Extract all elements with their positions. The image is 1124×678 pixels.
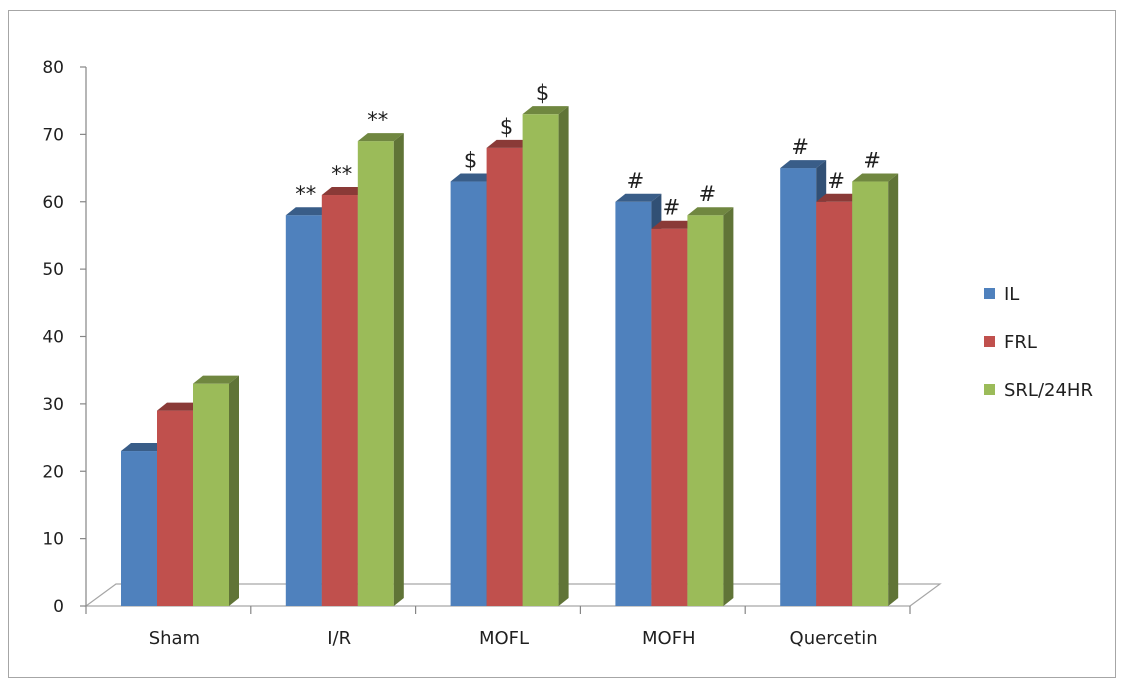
bar-front: [522, 114, 559, 606]
y-tick-label: 80: [42, 58, 64, 78]
bar-front: [450, 181, 487, 606]
bar-front: [852, 181, 889, 606]
bar-top: [486, 139, 533, 148]
y-tick-label: 70: [42, 125, 64, 145]
bar-top: [193, 375, 239, 384]
y-tick-label: 40: [42, 328, 64, 348]
bar-front: [651, 228, 688, 606]
bar-front: [615, 201, 652, 606]
significance-marker: #: [827, 169, 845, 193]
bar-top: [121, 443, 167, 452]
bar-top: [615, 193, 662, 202]
bar-side: [393, 133, 404, 607]
bar-front: [157, 410, 193, 606]
bar-top: [816, 193, 863, 202]
significance-marker: **: [295, 182, 316, 206]
bar-side: [723, 207, 734, 606]
significance-marker: **: [331, 162, 352, 186]
bar-front: [357, 141, 394, 607]
bar-top: [687, 207, 734, 216]
significance-marker: #: [699, 182, 717, 206]
bar-front: [780, 168, 817, 606]
bar-top: [157, 402, 203, 411]
x-category-label: Sham: [149, 628, 200, 649]
y-tick-label: 0: [53, 597, 64, 617]
significance-marker: #: [863, 149, 881, 173]
x-category-label: MOFL: [479, 628, 529, 649]
y-tick-label: 20: [42, 462, 64, 482]
significance-marker: $: [536, 81, 549, 105]
bar-side: [229, 375, 239, 606]
x-category-label: I/R: [327, 628, 351, 649]
bar-top: [852, 173, 899, 182]
legend-swatch: [984, 384, 995, 395]
y-tick-label: 30: [42, 395, 64, 415]
y-tick-label: 50: [42, 260, 64, 280]
bar-top: [522, 106, 569, 115]
significance-marker: #: [663, 196, 681, 220]
bar-top: [651, 220, 698, 229]
legend-label: FRL: [1004, 332, 1037, 353]
significance-marker: $: [464, 149, 477, 173]
bar-front: [687, 215, 724, 606]
bar-front: [486, 147, 523, 606]
legend-label: SRL/24HR: [1004, 380, 1093, 401]
bar-front: [193, 383, 229, 606]
significance-marker: #: [627, 169, 645, 193]
bar-top: [321, 187, 368, 196]
bar-top: [780, 160, 827, 169]
significance-marker: $: [500, 115, 513, 139]
bar-side: [558, 106, 569, 606]
bar-top: [285, 207, 332, 216]
legend-swatch: [984, 288, 995, 299]
bar-front: [285, 215, 322, 606]
legend-swatch: [984, 336, 995, 347]
bar-top: [357, 133, 404, 142]
significance-marker: #: [791, 135, 809, 159]
bar-front: [321, 195, 358, 606]
bar-front: [121, 451, 157, 606]
bar-front: [816, 201, 853, 606]
bar-top: [450, 173, 497, 182]
y-tick-label: 60: [42, 193, 64, 213]
y-tick-label: 10: [42, 530, 64, 550]
bar-side: [888, 173, 899, 606]
x-category-label: MOFH: [642, 628, 696, 649]
significance-marker: **: [367, 108, 388, 132]
legend-label: IL: [1004, 284, 1019, 305]
x-category-label: Quercetin: [790, 628, 878, 649]
